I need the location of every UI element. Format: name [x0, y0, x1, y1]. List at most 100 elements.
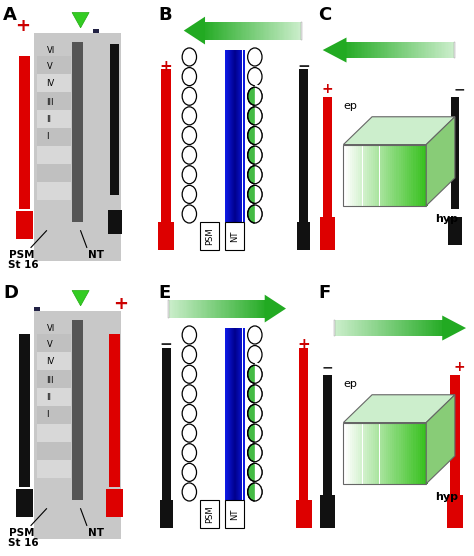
- Text: ep: ep: [343, 379, 357, 389]
- Ellipse shape: [182, 463, 197, 481]
- Wedge shape: [255, 142, 262, 167]
- Polygon shape: [343, 395, 455, 423]
- Text: ep: ep: [343, 101, 357, 111]
- Bar: [447, 495, 463, 528]
- Text: E: E: [158, 284, 171, 301]
- Ellipse shape: [182, 424, 197, 442]
- Bar: [34, 33, 121, 261]
- Ellipse shape: [247, 404, 262, 423]
- Polygon shape: [426, 395, 455, 484]
- Text: VI: VI: [46, 46, 55, 54]
- Ellipse shape: [182, 68, 197, 86]
- Text: St 16: St 16: [8, 260, 38, 270]
- Ellipse shape: [182, 185, 197, 203]
- Bar: [19, 56, 30, 208]
- Text: +: +: [322, 82, 333, 96]
- Polygon shape: [426, 117, 455, 206]
- Ellipse shape: [182, 385, 197, 403]
- Bar: [301, 22, 302, 39]
- Text: St 16: St 16: [8, 538, 38, 548]
- Bar: [37, 128, 71, 146]
- Bar: [299, 348, 309, 506]
- Text: III: III: [46, 98, 54, 107]
- Text: III: III: [46, 376, 54, 385]
- Ellipse shape: [182, 126, 197, 145]
- Ellipse shape: [247, 365, 262, 383]
- Ellipse shape: [247, 68, 262, 86]
- Text: NT: NT: [230, 509, 239, 520]
- Ellipse shape: [247, 205, 262, 223]
- Bar: [158, 222, 174, 250]
- Bar: [225, 222, 245, 250]
- Bar: [450, 375, 460, 495]
- Text: V: V: [46, 340, 52, 349]
- Bar: [34, 307, 40, 311]
- Polygon shape: [343, 117, 455, 145]
- Text: +: +: [160, 59, 173, 74]
- Text: F: F: [318, 284, 330, 301]
- Ellipse shape: [247, 146, 262, 164]
- Text: +: +: [454, 360, 465, 374]
- Bar: [37, 56, 71, 73]
- Text: C: C: [318, 6, 331, 23]
- Text: hyp: hyp: [435, 214, 458, 224]
- Bar: [299, 70, 308, 228]
- Polygon shape: [323, 37, 346, 62]
- Bar: [320, 495, 335, 528]
- Text: IV: IV: [46, 357, 55, 366]
- Text: IV: IV: [46, 79, 55, 88]
- Bar: [37, 92, 71, 110]
- Bar: [225, 500, 245, 528]
- Bar: [296, 500, 311, 528]
- Ellipse shape: [247, 385, 262, 403]
- Bar: [450, 97, 459, 208]
- Wedge shape: [255, 362, 262, 387]
- Text: −: −: [454, 82, 465, 96]
- Bar: [162, 348, 171, 506]
- Wedge shape: [255, 182, 262, 207]
- Text: II: II: [46, 393, 52, 402]
- Wedge shape: [255, 479, 262, 504]
- Bar: [16, 489, 33, 517]
- Bar: [37, 424, 71, 442]
- Text: VI: VI: [46, 324, 55, 332]
- Ellipse shape: [247, 185, 262, 203]
- Ellipse shape: [182, 346, 197, 364]
- Wedge shape: [255, 440, 262, 465]
- Polygon shape: [442, 316, 466, 340]
- Text: PSM: PSM: [9, 250, 35, 260]
- Wedge shape: [255, 460, 262, 485]
- Bar: [161, 70, 171, 228]
- Bar: [16, 211, 33, 239]
- Bar: [37, 406, 71, 424]
- Bar: [37, 370, 71, 388]
- Ellipse shape: [247, 483, 262, 501]
- Wedge shape: [255, 201, 262, 226]
- Text: NT: NT: [230, 231, 239, 242]
- Ellipse shape: [182, 87, 197, 105]
- Bar: [37, 351, 71, 370]
- Ellipse shape: [247, 166, 262, 184]
- Text: A: A: [3, 6, 17, 23]
- Wedge shape: [255, 103, 262, 128]
- Bar: [34, 311, 121, 539]
- Ellipse shape: [247, 424, 262, 442]
- Ellipse shape: [182, 483, 197, 501]
- Text: +: +: [113, 295, 128, 312]
- Ellipse shape: [182, 205, 197, 223]
- Bar: [19, 334, 30, 486]
- Bar: [319, 217, 336, 250]
- Bar: [37, 73, 71, 92]
- Bar: [160, 500, 173, 528]
- Text: V: V: [46, 62, 52, 71]
- Bar: [454, 42, 455, 58]
- Text: −: −: [160, 337, 173, 352]
- Ellipse shape: [247, 48, 262, 66]
- Wedge shape: [255, 84, 262, 109]
- Bar: [106, 489, 123, 517]
- Bar: [37, 388, 71, 406]
- Bar: [334, 320, 335, 336]
- Text: II: II: [46, 115, 52, 124]
- Text: hyp: hyp: [435, 492, 458, 502]
- Bar: [37, 164, 71, 182]
